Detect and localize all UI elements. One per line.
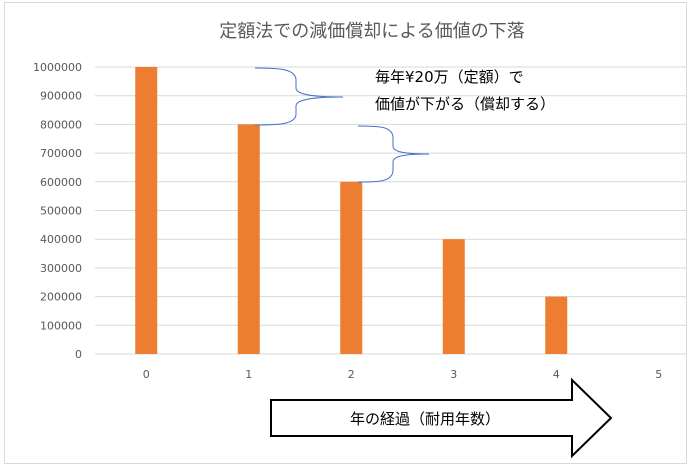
- bar: [237, 124, 260, 355]
- y-tick-label: 1000000: [33, 61, 82, 74]
- brace-note-line1: 毎年¥20万（定額）で: [375, 68, 524, 86]
- x-tick-label: 4: [553, 368, 560, 381]
- bar: [442, 239, 465, 354]
- y-tick-label: 200000: [40, 291, 82, 304]
- y-tick-label: 800000: [40, 118, 82, 131]
- chart-title: 定額法での減価償却による価値の下落: [219, 21, 524, 42]
- curly-brace-upper: [254, 67, 344, 126]
- x-tick-label: 2: [348, 368, 355, 381]
- y-tick-label: 400000: [40, 233, 82, 246]
- y-tick-label: 500000: [40, 205, 82, 218]
- brace-note-line2: 価値が下がる（償却する）: [375, 95, 555, 113]
- x-tick-label: 5: [655, 368, 662, 381]
- y-tick-label: 300000: [40, 262, 82, 275]
- y-tick-label: 700000: [40, 147, 82, 160]
- y-tick-label: 100000: [40, 319, 82, 332]
- y-tick-label: 0: [75, 348, 82, 361]
- x-axis-ticks: 0 1 2 3 4 5: [143, 368, 663, 381]
- gridlines: [95, 66, 687, 355]
- time-arrow: [270, 377, 613, 459]
- bar: [340, 181, 363, 354]
- x-tick-label: 3: [450, 368, 457, 381]
- x-tick-label: 0: [143, 368, 150, 381]
- curly-brace-lower: [357, 125, 430, 183]
- x-tick-label: 1: [245, 368, 252, 381]
- bar: [545, 296, 568, 354]
- bars: [135, 67, 568, 355]
- y-tick-label: 900000: [40, 90, 82, 103]
- time-arrow-label: 年の経過（耐用年数）: [350, 410, 500, 428]
- bar: [135, 67, 158, 354]
- y-tick-label: 600000: [40, 176, 82, 189]
- y-axis-ticks: 0 100000 200000 300000 400000 500000 600000 700…: [33, 61, 82, 361]
